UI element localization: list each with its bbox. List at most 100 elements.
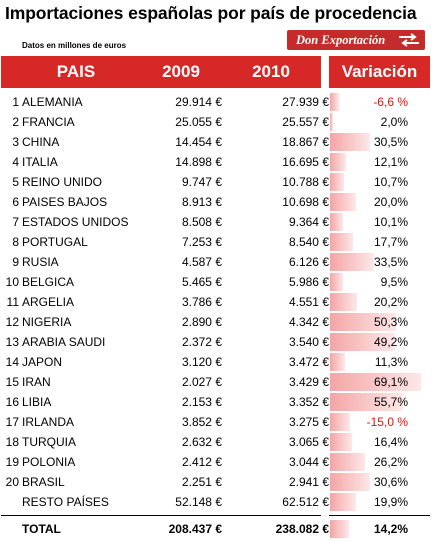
logo-text: Don Exportación: [296, 32, 386, 47]
row-number: 2: [12, 115, 19, 129]
variation-bar: [330, 293, 357, 311]
country-name: ITALIA: [22, 155, 58, 169]
value-2010: 16.695 €: [282, 155, 329, 169]
value-2009: 52.148 €: [175, 495, 222, 509]
value-2009: 3.852 €: [181, 415, 222, 429]
variation-value: 26,2%: [373, 455, 408, 469]
value-2009: 208.437 €: [168, 522, 222, 536]
variation-value: 49,2%: [373, 335, 408, 349]
variation-bar: [330, 433, 352, 451]
variation-bar: [330, 473, 371, 491]
variation-bar: [330, 153, 346, 171]
table-row: 2 FRANCIA 25.055 € 25.557 € 2,0%: [0, 112, 432, 132]
value-2010: 4.342 €: [288, 315, 329, 329]
row-number: 13: [5, 335, 19, 349]
total-divider: [329, 515, 430, 516]
table-row: 4 ITALIA 14.898 € 16.695 € 12,1%: [0, 152, 432, 172]
variation-bar: [330, 253, 375, 271]
page-title: Importaciones españolas por país de proc…: [5, 3, 417, 23]
variation-value: 33,5%: [373, 255, 408, 269]
row-number: 19: [5, 455, 19, 469]
value-2010: 238.082 €: [275, 522, 329, 536]
variation-bar: [330, 353, 345, 371]
variation-bar: [330, 413, 350, 431]
row-number: 15: [5, 375, 19, 389]
value-2009: 2.153 €: [181, 395, 222, 409]
variation-bar: [330, 393, 404, 411]
value-2010: 3.540 €: [288, 335, 329, 349]
variation-bar: [330, 373, 421, 391]
variation-value: 12,1%: [373, 155, 408, 169]
row-number: 10: [5, 275, 19, 289]
country-name: PAISES BAJOS: [22, 195, 108, 209]
value-2009: 25.055 €: [175, 115, 222, 129]
country-name: RESTO PAÍSES: [22, 495, 109, 509]
value-2009: 8.508 €: [181, 215, 222, 229]
value-2009: 14.898 €: [175, 155, 222, 169]
country-name: ESTADOS UNIDOS: [22, 215, 129, 229]
country-name: IRLANDA: [22, 415, 75, 429]
value-2009: 2.890 €: [181, 315, 222, 329]
country-name: ARGELIA: [22, 295, 75, 309]
country-name: BELGICA: [22, 275, 75, 289]
country-name: POLONIA: [22, 455, 76, 469]
value-2009: 2.372 €: [181, 335, 222, 349]
value-2010: 2.941 €: [288, 475, 329, 489]
row-number: 7: [12, 215, 19, 229]
row-number: 18: [5, 435, 19, 449]
table-row: 8 PORTUGAL 7.253 € 8.540 € 17,7%: [0, 232, 432, 252]
value-2009: 29.914 €: [175, 95, 222, 109]
value-2010: 18.867 €: [282, 135, 329, 149]
subtitle: Datos en millones de euros: [22, 41, 127, 50]
country-name: TURQUIA: [22, 435, 76, 449]
value-2010: 9.364 €: [288, 215, 329, 229]
row-number: 5: [12, 175, 19, 189]
row-number: 16: [5, 395, 19, 409]
country-name: IRAN: [22, 375, 51, 389]
variation-value: 69,1%: [373, 375, 408, 389]
country-name: REINO UNIDO: [22, 175, 103, 189]
variation-value: 16,4%: [373, 435, 408, 449]
variation-value: 55,7%: [373, 395, 408, 409]
table-row: 19 POLONIA 2.412 € 3.044 € 26,2%: [0, 452, 432, 472]
table-row: 18 TURQUIA 2.632 € 3.065 € 16,4%: [0, 432, 432, 452]
table-row: 10 BELGICA 5.465 € 5.986 € 9,5%: [0, 272, 432, 292]
value-2010: 3.472 €: [288, 355, 329, 369]
variation-value: 10,7%: [373, 175, 408, 189]
table-row: 6 PAISES BAJOS 8.913 € 10.698 € 20,0%: [0, 192, 432, 212]
variation-value: 20,2%: [373, 295, 408, 309]
table-row: 17 IRLANDA 3.852 € 3.275 € -15,0 %: [0, 412, 432, 432]
value-2009: 3.786 €: [181, 295, 222, 309]
value-2009: 8.913 €: [181, 195, 222, 209]
country-name: ARABIA SAUDI: [22, 335, 106, 349]
row-number: 12: [5, 315, 19, 329]
country-name: LIBIA: [22, 395, 52, 409]
variation-bar: [330, 273, 343, 291]
value-2009: 7.253 €: [181, 235, 222, 249]
variation-value: 10,1%: [373, 215, 408, 229]
country-name: BRASIL: [22, 475, 65, 489]
table-row: 12 NIGERIA 2.890 € 4.342 € 50,3%: [0, 312, 432, 332]
row-number: 4: [12, 155, 19, 169]
value-2010: 25.557 €: [282, 115, 329, 129]
variation-value: 20,0%: [373, 195, 408, 209]
variation-value: -15,0 %: [366, 415, 408, 429]
value-2010: 3.044 €: [288, 455, 329, 469]
variation-bar: [330, 193, 357, 211]
variation-value: 14,2%: [373, 522, 408, 536]
row-number: 8: [12, 235, 19, 249]
country-name: PORTUGAL: [22, 235, 88, 249]
variation-bar: [330, 213, 344, 231]
double-arrow-icon: [399, 33, 419, 47]
value-2010: 3.065 €: [288, 435, 329, 449]
table-row: 9 RUSIA 4.587 € 6.126 € 33,5%: [0, 252, 432, 272]
row-number: 9: [12, 255, 19, 269]
don-exportacion-logo[interactable]: Don Exportación: [287, 30, 425, 50]
row-number: 3: [12, 135, 19, 149]
variation-value: -6,6 %: [373, 95, 408, 109]
variation-value: 17,7%: [373, 235, 408, 249]
value-2009: 14.454 €: [175, 135, 222, 149]
table-row: RESTO PAÍSES 52.148 € 62.512 € 19,9%: [0, 492, 432, 512]
header-2009: 2009: [162, 62, 200, 81]
value-2009: 2.251 €: [181, 475, 222, 489]
